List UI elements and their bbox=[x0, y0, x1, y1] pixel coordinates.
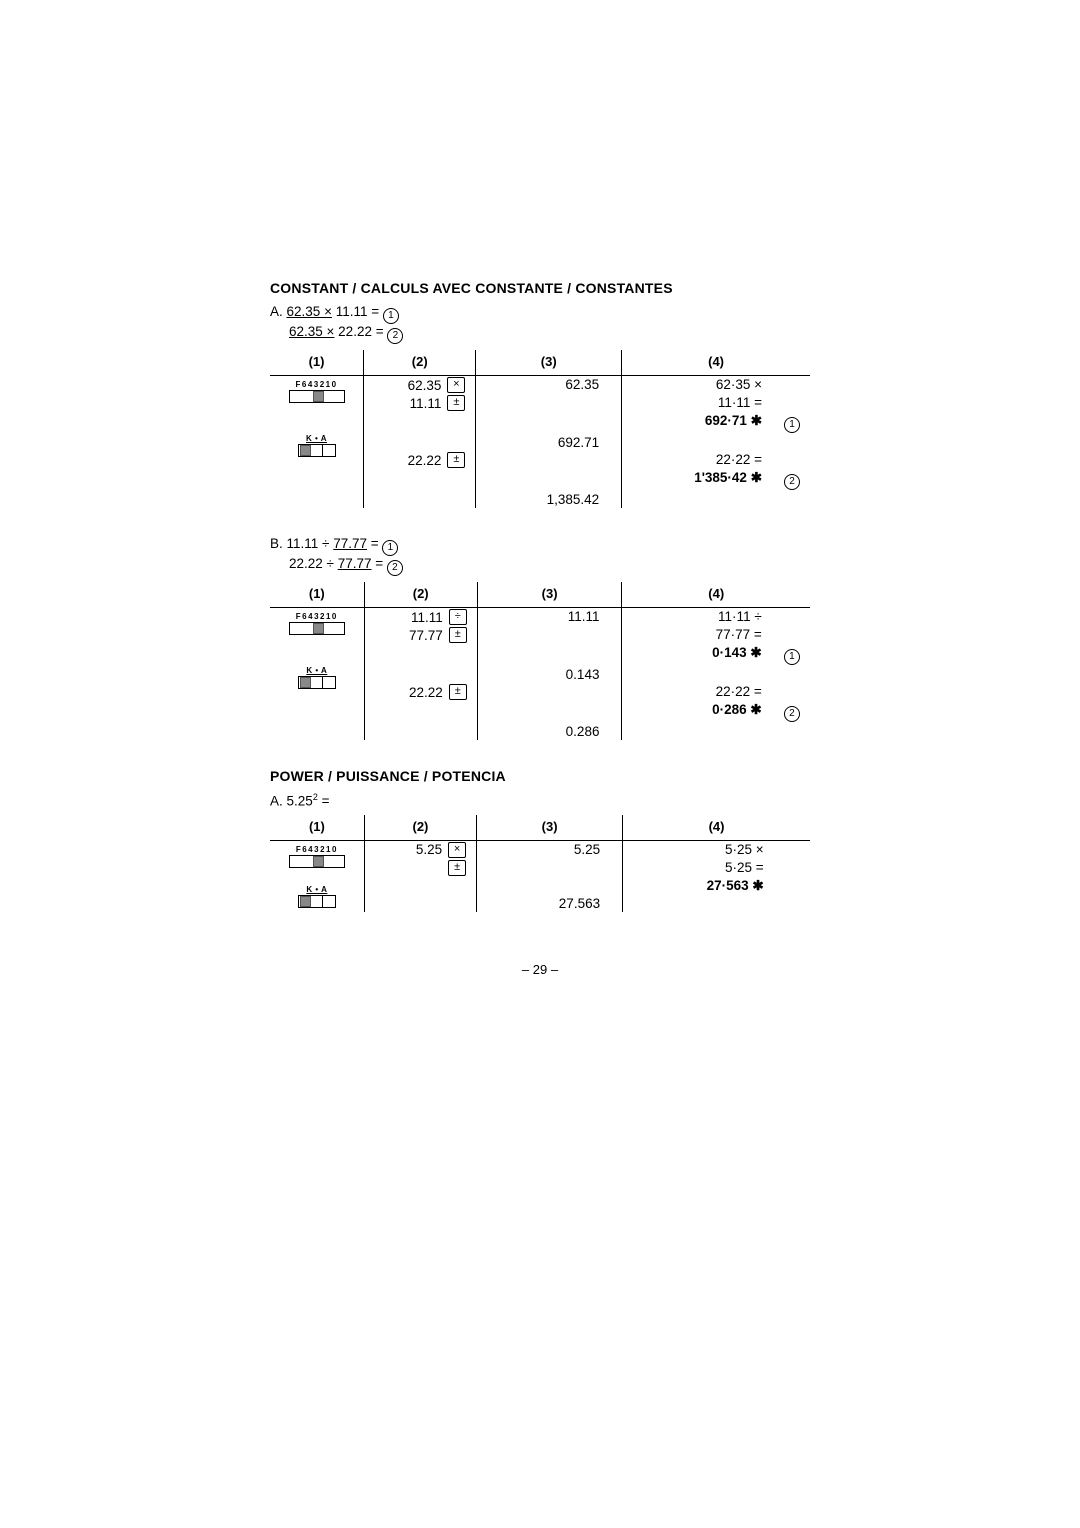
decimal-switch: F643210 bbox=[274, 845, 360, 871]
col-header-1: (1) bbox=[270, 350, 364, 376]
mode-switch: K • A bbox=[274, 434, 359, 460]
table-constant-B: (1) (2) (3) (4) F643210 K • A 11.11÷ 11.… bbox=[270, 582, 810, 740]
decimal-switch: F643210 bbox=[274, 612, 360, 638]
section-power-title: POWER / PUISSANCE / POTENCIA bbox=[270, 768, 810, 784]
problem-power-A: A. 5.252 = bbox=[270, 792, 810, 809]
table-constant-A: (1) (2) (3) (4) F643210 K • A 62.35× 62.… bbox=[270, 350, 810, 508]
mode-switch: K • A bbox=[274, 666, 360, 692]
col-header-4: (4) bbox=[622, 350, 810, 376]
problem-A: A. 62.35 × 11.11 = 1 62.35 × 22.22 = 2 bbox=[270, 304, 810, 344]
col-header-2: (2) bbox=[364, 350, 476, 376]
problem-B: B. 11.11 ÷ 77.77 = 1 22.22 ÷ 77.77 = 2 bbox=[270, 536, 810, 576]
section-constant-title: CONSTANT / CALCULS AVEC CONSTANTE / CONS… bbox=[270, 280, 810, 296]
col-header-3: (3) bbox=[476, 350, 622, 376]
table-power-A: (1) (2) (3) (4) F643210 K • A 5.25× 5.25… bbox=[270, 815, 810, 912]
manual-page: CONSTANT / CALCULS AVEC CONSTANTE / CONS… bbox=[270, 280, 810, 977]
mode-switch: K • A bbox=[274, 885, 360, 911]
page-number: – 29 – bbox=[270, 962, 810, 977]
decimal-switch: F643210 bbox=[274, 380, 359, 406]
